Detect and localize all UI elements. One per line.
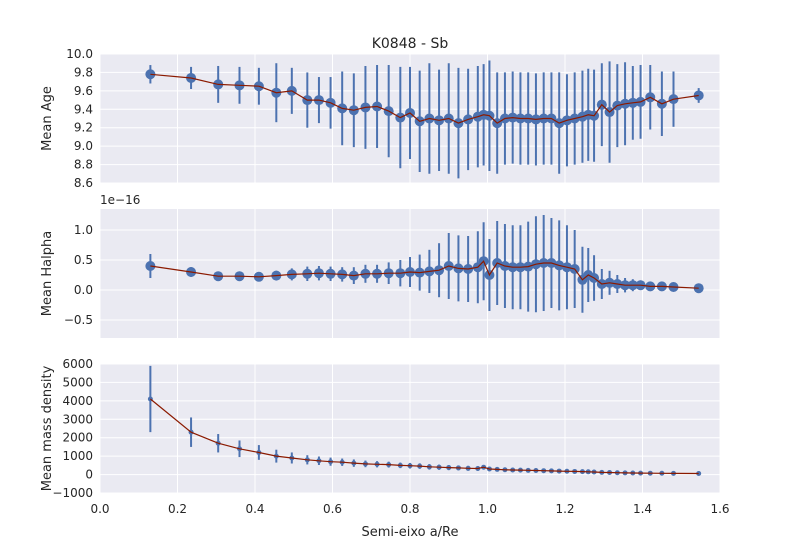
- x-tick-label: 0.0: [90, 502, 109, 516]
- x-tick-label: 0.6: [323, 502, 342, 516]
- y-tick-label: 8.6: [74, 176, 93, 190]
- y-tick-label: 3000: [62, 412, 93, 426]
- y-tick-label: 0: [85, 468, 93, 482]
- x-tick-label: 0.4: [245, 502, 264, 516]
- y-tick-label: −1000: [52, 486, 93, 500]
- panel-2: −0.5 0.0 0.5 1.0 Mean Halpha 1e−16: [40, 193, 721, 338]
- data-layer: [145, 60, 704, 179]
- chart-title: K0848 - Sb: [372, 36, 449, 52]
- x-tick-label: 1.6: [710, 502, 729, 516]
- x-tick-label: 1.2: [555, 502, 574, 516]
- data-layer: [147, 365, 702, 476]
- series-line: [150, 73, 699, 124]
- y-tick-label: 2000: [62, 431, 93, 445]
- x-tick-label: 0.8: [400, 502, 419, 516]
- data-point: [145, 261, 156, 271]
- y-offset-label: 1e−16: [100, 193, 140, 207]
- y-tick-label: 4000: [62, 394, 93, 408]
- y-tick-label: 1000: [62, 449, 93, 463]
- x-tick-label: 0.2: [168, 502, 187, 516]
- panel-1: 8.6 8.8 9.0 9.2 9.4 9.6 9.8 10.0 Mean Age: [40, 47, 721, 190]
- y-tick-label: 8.8: [74, 158, 93, 172]
- y-tick-label: 5000: [62, 375, 93, 389]
- y-tick-label: 0.5: [74, 253, 93, 267]
- panels: 8.6 8.8 9.0 9.2 9.4 9.6 9.8 10.0 Mean Age −0.5 0.0…: [40, 47, 730, 516]
- y-axis-label: Mean mass density: [40, 365, 55, 491]
- y-tick-label: 9.0: [74, 139, 93, 153]
- y-tick-label: 9.2: [74, 121, 93, 135]
- y-axis-label: Mean Halpha: [40, 231, 55, 316]
- data-layer: [145, 215, 704, 313]
- y-tick-label: 0.0: [74, 283, 93, 297]
- x-tick-label: 1.4: [633, 502, 652, 516]
- x-axis-label: Semi-eixo a/Re: [362, 525, 459, 540]
- y-tick-label: −0.5: [64, 313, 93, 327]
- data-point: [145, 69, 156, 80]
- y-tick-label: 9.6: [74, 84, 93, 98]
- x-tick-label: 1.0: [478, 502, 497, 516]
- series-line: [150, 260, 699, 289]
- y-tick-label: 9.4: [74, 102, 93, 116]
- series-line: [150, 398, 699, 475]
- y-axis-label: Mean Age: [40, 86, 55, 151]
- panel-3: −1000 0 1000 2000 3000 4000 5000 6000 0.0 0.2 0.4 0…: [40, 357, 730, 516]
- y-tick-label: 10.0: [66, 47, 93, 61]
- y-tick-label: 6000: [62, 357, 93, 371]
- y-tick-label: 9.8: [74, 65, 93, 79]
- y-tick-label: 1.0: [74, 223, 93, 237]
